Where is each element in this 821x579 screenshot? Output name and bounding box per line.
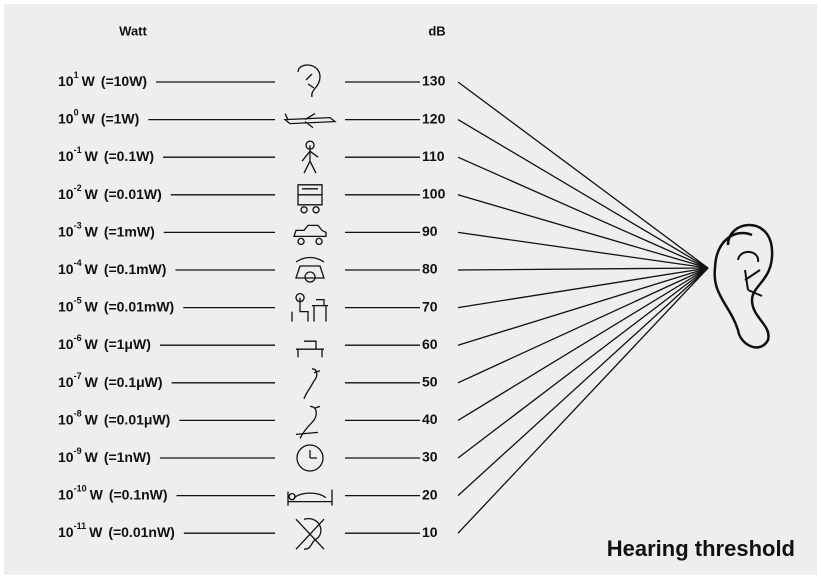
equivalent: (=0.01μW) [104,411,171,427]
equivalent: (=0.01W) [104,186,162,202]
base: 10 [58,336,74,352]
unit: W [85,186,99,202]
db-label: 70 [422,298,438,314]
exponent: 0 [74,108,79,118]
base: 10 [58,186,74,202]
base: 10 [58,449,74,465]
exponent: -4 [74,258,82,268]
db-label: 60 [422,336,438,352]
exponent: -10 [74,484,87,494]
unit: W [85,374,99,390]
unit: W [89,524,103,540]
equivalent: (=1nW) [104,449,151,465]
equivalent: (=0.01nW) [108,524,175,540]
equivalent: (=10W) [101,73,147,89]
exponent: -5 [74,296,82,306]
unit: W [90,486,104,502]
exponent: -8 [74,409,82,419]
unit: W [85,411,99,427]
unit: W [82,110,96,126]
db-label: 100 [422,186,446,202]
watt-header: Watt [119,23,147,38]
equivalent: (=1W) [101,110,140,126]
base: 10 [58,261,74,277]
unit: W [82,73,96,89]
base: 10 [58,148,74,164]
exponent: -2 [74,183,82,193]
equivalent: (=0.1mW) [104,261,167,277]
unit: W [85,148,99,164]
equivalent: (=0.1μW) [104,374,163,390]
base: 10 [58,223,74,239]
base: 10 [58,411,74,427]
exponent: -9 [74,446,82,456]
equivalent: (=0.1W) [104,148,154,164]
unit: W [85,449,99,465]
db-label: 90 [422,223,438,239]
base: 10 [58,374,74,390]
db-label: 50 [422,374,438,390]
exponent: -1 [74,146,82,156]
db-label: 40 [422,411,438,427]
db-label: 120 [422,110,446,126]
db-header: dB [428,23,445,38]
diagram: Watt dB 101W(=10W)130100W(=1W)12010-1W(=… [0,0,821,579]
db-label: 30 [422,449,438,465]
base: 10 [58,110,74,126]
equivalent: (=0.1nW) [109,486,168,502]
unit: W [85,336,99,352]
base: 10 [58,73,74,89]
base: 10 [58,486,74,502]
unit: W [85,261,99,277]
unit: W [85,298,99,314]
exponent: 1 [74,70,79,80]
db-label: 130 [422,73,446,89]
exponent: -6 [74,334,82,344]
db-label: 110 [422,148,445,164]
unit: W [85,223,99,239]
equivalent: (=1μW) [104,336,151,352]
exponent: -11 [74,522,87,532]
base: 10 [58,298,74,314]
db-label: 80 [422,261,438,277]
footer: Hearing threshold [607,536,795,561]
equivalent: (=1mW) [104,223,155,239]
equivalent: (=0.01mW) [104,298,174,314]
exponent: -7 [74,371,82,381]
db-label: 20 [422,486,438,502]
db-label: 10 [422,524,438,540]
base: 10 [58,524,74,540]
exponent: -3 [74,221,82,231]
